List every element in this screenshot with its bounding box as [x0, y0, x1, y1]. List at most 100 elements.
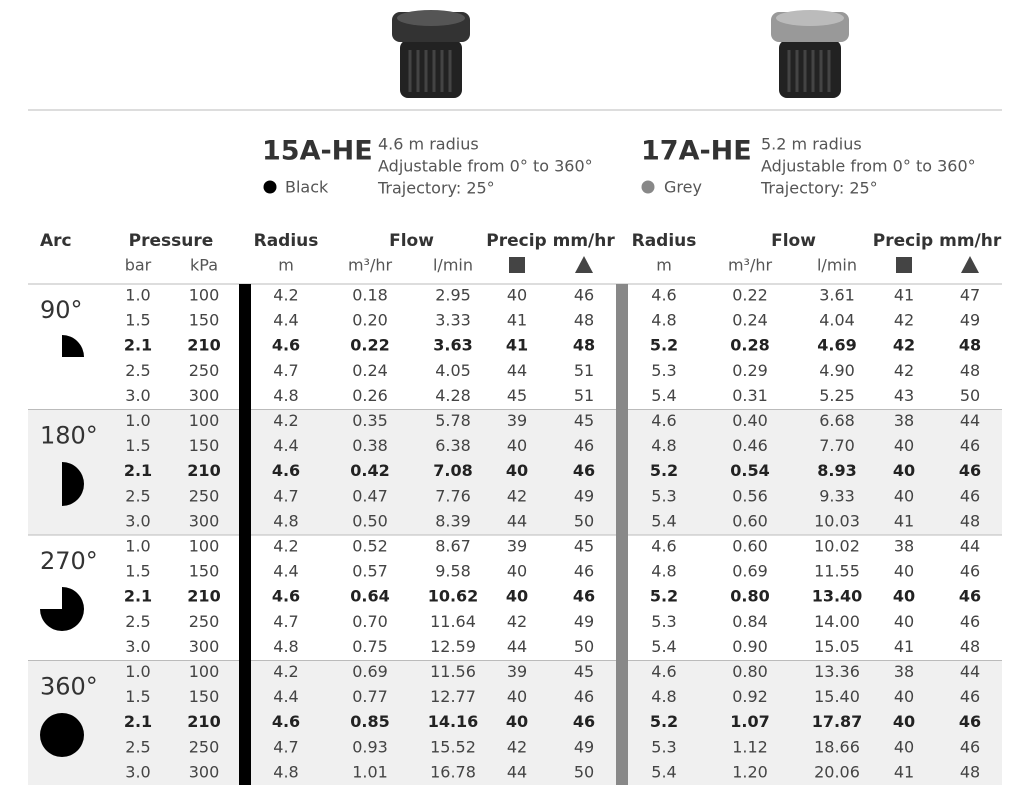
- table-cell: 4.4: [273, 311, 298, 330]
- table-cell: 42: [507, 737, 527, 756]
- table-cell: 39: [507, 537, 527, 556]
- table-cell: 0.22: [350, 336, 389, 355]
- table-cell: 4.7: [273, 486, 298, 505]
- icon-triangle: [961, 256, 979, 273]
- table-cell: 2.1: [124, 587, 152, 606]
- table-cell: 46: [960, 562, 980, 581]
- table-cell: 48: [960, 511, 980, 530]
- table-cell: 3.0: [125, 386, 150, 405]
- table-cell: 1.12: [732, 737, 768, 756]
- table-cell: 48: [960, 762, 980, 781]
- table-cell: 3.61: [819, 286, 855, 305]
- table-cell: 46: [959, 587, 981, 606]
- table-cell: 40: [507, 286, 527, 305]
- header-precip: Precip mm/hr: [873, 231, 1002, 251]
- table-cell: 48: [960, 637, 980, 656]
- table-cell: 20.06: [814, 762, 860, 781]
- table-cell: 41: [894, 637, 914, 656]
- table-cell: 100: [189, 537, 220, 556]
- model-arc: Adjustable from 0° to 360°: [378, 157, 593, 176]
- table-cell: 40: [506, 587, 528, 606]
- table-cell: 14.16: [428, 712, 479, 731]
- table-cell: 12.59: [430, 637, 476, 656]
- table-cell: 38: [894, 411, 914, 430]
- color-dot: [641, 180, 655, 194]
- header-bar: bar: [125, 256, 152, 275]
- arc-label: 90°: [40, 296, 83, 324]
- table-cell: 210: [187, 336, 220, 355]
- table-cell: 46: [573, 587, 595, 606]
- table-cell: 0.85: [350, 712, 389, 731]
- table-cell: 300: [189, 762, 220, 781]
- table-cell: 40: [894, 687, 914, 706]
- table-cell: 1.0: [125, 411, 150, 430]
- table-cell: 4.8: [651, 311, 676, 330]
- table-cell: 1.0: [125, 662, 150, 681]
- table-cell: 300: [189, 511, 220, 530]
- table-cell: 41: [894, 762, 914, 781]
- table-cell: 5.4: [651, 637, 676, 656]
- table-cell: 0.24: [732, 311, 768, 330]
- table-cell: 7.76: [435, 486, 471, 505]
- table-cell: 150: [189, 687, 220, 706]
- icon-square: [896, 257, 912, 273]
- group-background: [28, 409, 1002, 535]
- table-cell: 0.52: [352, 537, 388, 556]
- arc-icon: [40, 713, 84, 757]
- table-cell: 0.69: [352, 662, 388, 681]
- table-cell: 50: [574, 637, 594, 656]
- model-radius: 4.6 m radius: [378, 135, 479, 154]
- table-cell: 12.77: [430, 687, 476, 706]
- table-cell: 48: [959, 336, 981, 355]
- table-cell: 0.90: [732, 637, 768, 656]
- table-cell: 4.8: [651, 562, 676, 581]
- table-cell: 4.7: [273, 737, 298, 756]
- table-cell: 38: [894, 537, 914, 556]
- table-cell: 4.6: [651, 662, 676, 681]
- table-cell: 3.33: [435, 311, 471, 330]
- table-cell: 2.5: [125, 737, 150, 756]
- arc-label: 360°: [40, 673, 98, 701]
- arc-label: 180°: [40, 422, 98, 450]
- table-cell: 46: [573, 712, 595, 731]
- table-cell: 0.40: [732, 411, 768, 430]
- table-cell: 0.77: [352, 687, 388, 706]
- table-cell: 4.8: [651, 436, 676, 455]
- table-cell: 0.22: [732, 286, 768, 305]
- table-cell: 5.2: [650, 336, 678, 355]
- header-arc: Arc: [40, 231, 72, 251]
- table-cell: 42: [893, 336, 915, 355]
- table-cell: 4.04: [819, 311, 855, 330]
- table-cell: 0.20: [352, 311, 388, 330]
- header-flow: Flow: [771, 231, 816, 251]
- table-cell: 44: [960, 537, 980, 556]
- table-cell: 300: [189, 386, 220, 405]
- table-cell: 0.69: [732, 562, 768, 581]
- table-cell: 4.6: [651, 537, 676, 556]
- model-trajectory: Trajectory: 25°: [760, 179, 878, 198]
- table-cell: 0.24: [352, 361, 388, 380]
- table-cell: 4.05: [435, 361, 471, 380]
- table-cell: 46: [574, 436, 594, 455]
- table-cell: 4.6: [272, 336, 300, 355]
- table-cell: 44: [507, 637, 527, 656]
- table-cell: 150: [189, 562, 220, 581]
- header-flow-m3: m³/hr: [728, 256, 773, 275]
- table-cell: 0.84: [732, 612, 768, 631]
- table-cell: 1.20: [732, 762, 768, 781]
- table-cell: 4.8: [273, 386, 298, 405]
- table-cell: 40: [894, 612, 914, 631]
- table-cell: 15.05: [814, 637, 860, 656]
- table-cell: 2.1: [124, 461, 152, 480]
- table-cell: 9.58: [435, 562, 471, 581]
- table-cell: 2.1: [124, 336, 152, 355]
- table-cell: 4.8: [651, 687, 676, 706]
- icon-square: [509, 257, 525, 273]
- table-cell: 4.4: [273, 687, 298, 706]
- table-cell: 0.18: [352, 286, 388, 305]
- table-cell: 5.2: [650, 587, 678, 606]
- table-cell: 46: [960, 687, 980, 706]
- table-cell: 8.93: [817, 461, 856, 480]
- header-pressure: Pressure: [129, 231, 214, 251]
- table-cell: 49: [960, 311, 980, 330]
